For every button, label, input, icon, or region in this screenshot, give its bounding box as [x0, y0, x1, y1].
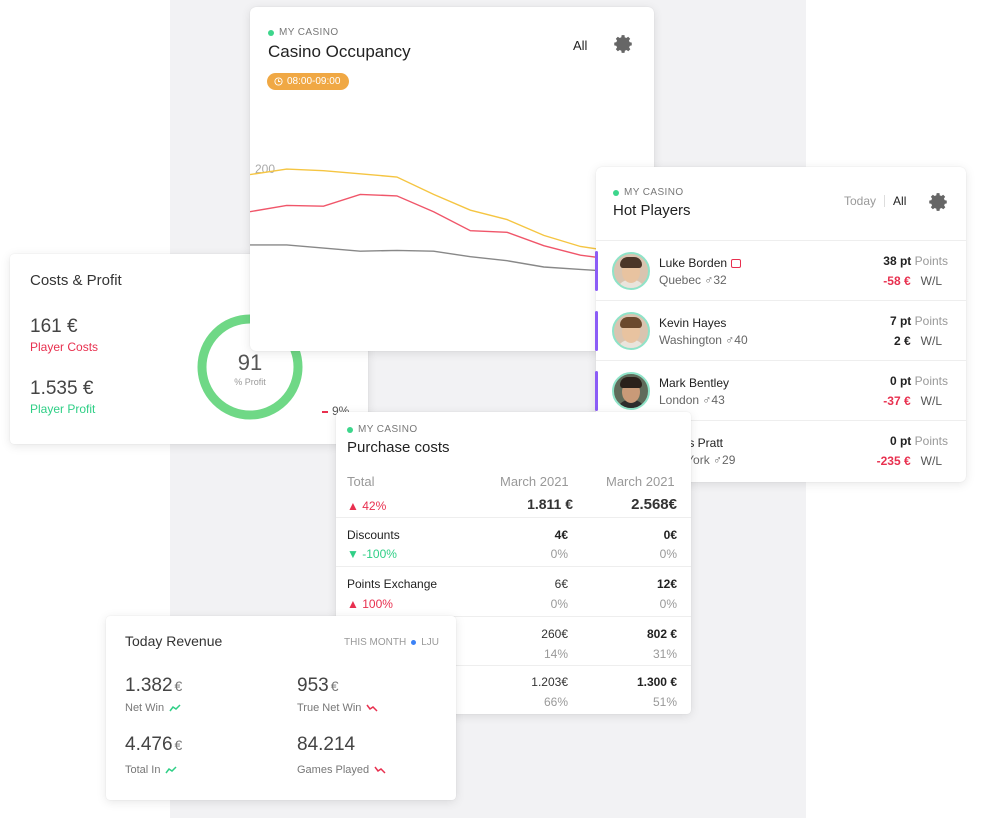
row-accent — [595, 311, 598, 351]
column-header-1: March 2021 — [500, 474, 569, 489]
row-percent-2: 0% — [659, 597, 677, 611]
player-name: Luke Borden — [659, 256, 742, 270]
hot-players-title: Hot Players — [613, 202, 691, 219]
total-change: ▲ 42% — [347, 499, 387, 513]
trend-up-icon — [165, 766, 177, 774]
total-value-2: 2.568€ — [631, 496, 677, 513]
casino-occupancy-card: MY CASINO Casino Occupancy All 08:00-09:… — [250, 7, 654, 351]
occupancy-filter-all[interactable]: All — [573, 38, 588, 53]
true-net-win-label: True Net Win — [297, 702, 378, 714]
games-played-label: Games Played — [297, 764, 386, 776]
avatar — [612, 252, 650, 290]
occupancy-gear-icon[interactable] — [613, 34, 633, 54]
total-value-1: 1.811 € — [527, 496, 573, 512]
player-profit-value: 1.535 € — [30, 378, 94, 399]
player-wl: -58 € W/L — [883, 274, 942, 288]
net-win-value: 1.382 € — [125, 675, 183, 696]
filter-all[interactable]: All — [893, 194, 907, 208]
player-points: 38 pt Points — [883, 254, 948, 268]
status-dot-icon — [347, 426, 353, 433]
row-percent-1: 0% — [550, 597, 568, 611]
gift-icon — [731, 259, 742, 269]
player-wl: -37 € W/L — [883, 394, 942, 408]
player-location: Washington ♂40 — [659, 333, 748, 347]
row-percent-1: 0% — [550, 547, 568, 561]
players-eyebrow: MY CASINO — [613, 187, 691, 198]
occupancy-series-line-2 — [250, 244, 654, 273]
row-value-2: 0€ — [663, 528, 677, 542]
trend-down-icon — [366, 704, 378, 712]
player-wl: 2 € W/L — [893, 334, 942, 348]
column-header-2: March 2021 — [606, 474, 675, 489]
player-wl: -235 € W/L — [876, 454, 942, 468]
trend-down-icon — [374, 766, 386, 774]
player-points: 0 pt Points — [889, 374, 948, 388]
total-label: Total — [347, 474, 375, 489]
player-location: London ♂43 — [659, 393, 725, 407]
player-costs-value: 161 € — [30, 316, 78, 337]
players-gear-icon[interactable] — [928, 192, 948, 212]
row-percent-2: 0% — [659, 547, 677, 561]
purchase-title: Purchase costs — [347, 439, 450, 456]
row-value-2: 802 € — [646, 627, 677, 641]
games-played-value: 84.214 — [297, 734, 356, 755]
row-value-1: 4€ — [554, 528, 568, 542]
purchase-eyebrow: MY CASINO — [347, 424, 450, 435]
net-win-label: Net Win — [125, 702, 181, 714]
player-name: Kevin Hayes — [659, 316, 727, 330]
costs-profit-title: Costs & Profit — [30, 272, 122, 289]
profit-percent-label: % Profit — [234, 377, 266, 387]
row-value-1: 1.203€ — [531, 675, 568, 689]
player-profit-label: Player Profit — [30, 402, 96, 416]
total-in-value: 4.476 € — [125, 734, 183, 755]
player-location: Quebec ♂32 — [659, 273, 727, 287]
row-value-1: 6€ — [554, 577, 568, 591]
purchase-costs-card: MY CASINO Purchase costs Total March 202… — [336, 412, 691, 714]
trend-up-icon — [169, 704, 181, 712]
occupancy-series-line-0 — [250, 168, 654, 253]
player-points: 0 pt Points — [889, 434, 948, 448]
row-accent — [595, 251, 598, 291]
row-percent-2: 51% — [652, 695, 677, 709]
profit-percent-value: 91 — [238, 350, 262, 375]
player-points: 7 pt Points — [889, 314, 948, 328]
location-dot-icon — [411, 640, 417, 645]
row-accent — [595, 371, 598, 411]
filter-today[interactable]: Today — [844, 194, 877, 208]
players-filters: Today All — [844, 194, 906, 208]
row-value-1: 260€ — [541, 627, 568, 641]
today-revenue-card: Today Revenue THIS MONTH LJU 1.382 € Net W… — [106, 616, 456, 800]
clock-icon — [274, 77, 283, 86]
player-name: Mark Bentley — [659, 376, 730, 390]
row-change: ▼ -100% — [347, 547, 397, 561]
status-dot-icon — [613, 189, 619, 196]
row-label: Discounts — [347, 528, 400, 542]
row-value-2: 12€ — [656, 577, 677, 591]
avatar — [612, 372, 650, 410]
row-percent-2: 31% — [652, 647, 677, 661]
row-label: Points Exchange — [347, 577, 438, 591]
occupancy-series-line-1 — [250, 193, 654, 261]
player-row[interactable]: Mark Bentley London ♂43 0 pt Points -37 … — [595, 360, 966, 420]
revenue-meta: THIS MONTH LJU — [343, 637, 439, 648]
occupancy-chart: 200 — [250, 162, 654, 273]
player-costs-label: Player Costs — [30, 340, 99, 354]
row-percent-1: 14% — [543, 647, 568, 661]
player-row[interactable]: Luke Borden Quebec ♂32 38 pt Points -58 … — [595, 240, 966, 300]
true-net-win-value: 953 € — [297, 675, 339, 696]
time-range-chip[interactable]: 08:00-09:00 — [267, 73, 350, 90]
occupancy-eyebrow: MY CASINO — [268, 27, 411, 38]
row-value-2: 1.300 € — [636, 675, 677, 689]
occupancy-title: Casino Occupancy — [268, 42, 411, 61]
player-row[interactable]: Kevin Hayes Washington ♂40 7 pt Points 2… — [595, 300, 966, 360]
status-dot-icon — [268, 29, 274, 36]
revenue-title: Today Revenue — [125, 633, 223, 649]
total-in-label: Total In — [125, 764, 177, 776]
avatar — [612, 312, 650, 350]
row-change: ▲ 100% — [347, 597, 393, 611]
row-percent-1: 66% — [543, 695, 568, 709]
